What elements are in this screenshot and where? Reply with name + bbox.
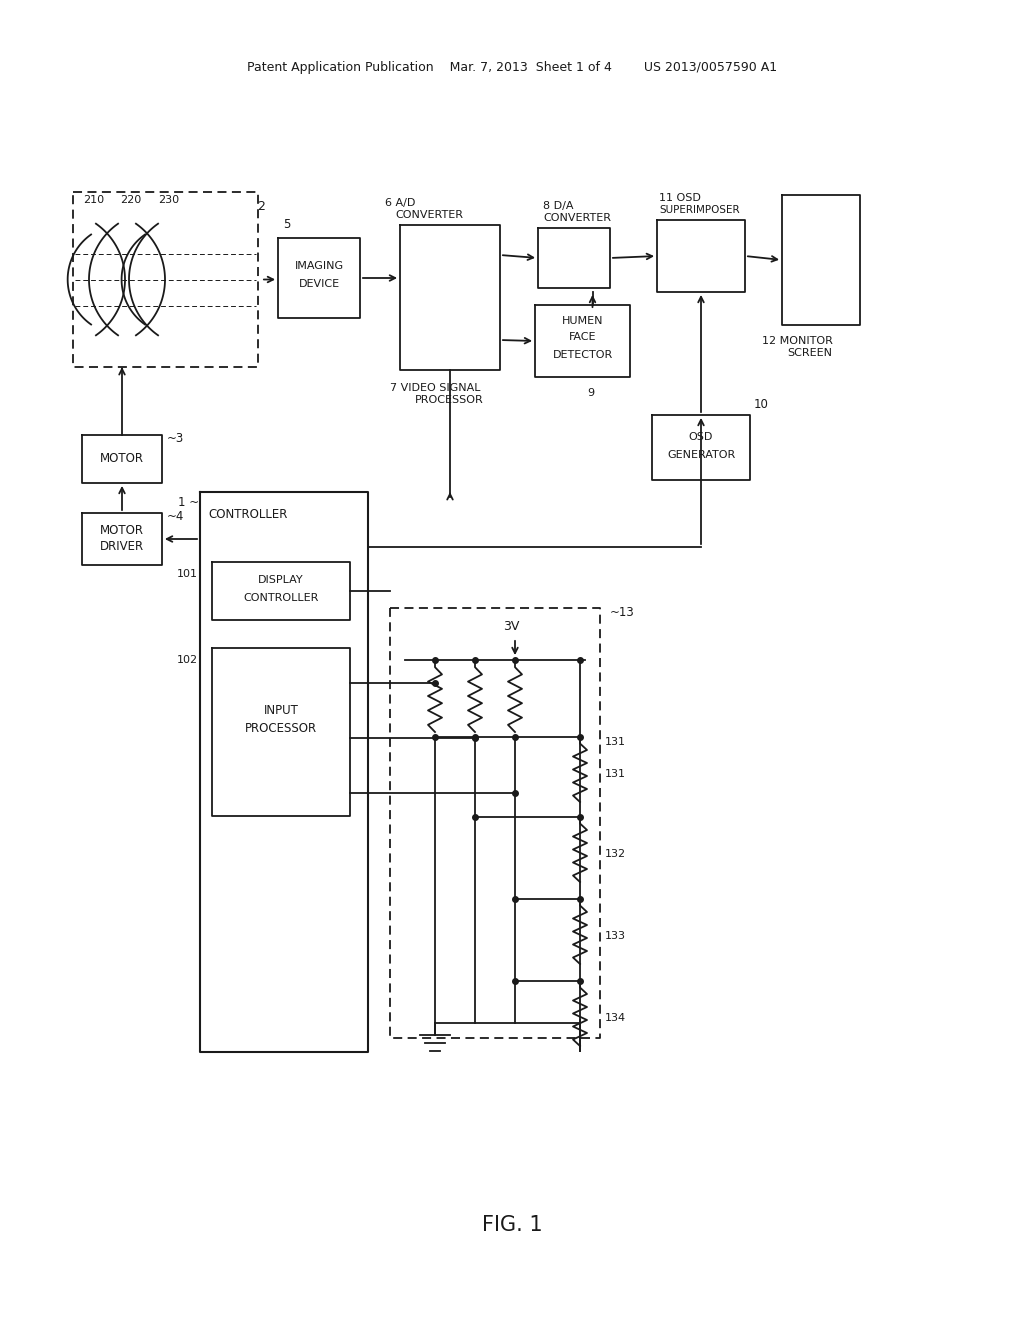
Text: 9: 9 [588,388,595,399]
Text: 134: 134 [605,1012,626,1023]
Text: CONVERTER: CONVERTER [543,213,611,223]
Text: 132: 132 [605,849,626,859]
Text: 2: 2 [257,201,265,214]
Text: CONTROLLER: CONTROLLER [208,507,288,520]
Text: 131: 131 [605,737,626,747]
Text: PROCESSOR: PROCESSOR [245,722,317,734]
Text: 131: 131 [605,770,626,779]
Text: 7 VIDEO SIGNAL: 7 VIDEO SIGNAL [390,383,480,393]
Text: SUPERIMPOSER: SUPERIMPOSER [659,205,739,215]
Text: INPUT: INPUT [263,704,298,717]
Text: 6 A/D: 6 A/D [385,198,416,209]
Text: ~3: ~3 [167,433,184,446]
Text: 210: 210 [83,195,104,205]
Text: 5: 5 [283,218,291,231]
Text: 11 OSD: 11 OSD [659,193,700,203]
Text: Patent Application Publication    Mar. 7, 2013  Sheet 1 of 4        US 2013/0057: Patent Application Publication Mar. 7, 2… [247,62,777,74]
Text: CONTROLLER: CONTROLLER [244,593,318,603]
Text: IMAGING: IMAGING [295,261,344,271]
Text: ~13: ~13 [610,606,635,619]
Text: OSD: OSD [689,432,713,442]
Text: 3V: 3V [503,619,519,632]
Text: 101: 101 [177,569,198,579]
Text: FIG. 1: FIG. 1 [481,1214,543,1236]
Text: 230: 230 [158,195,179,205]
Text: PROCESSOR: PROCESSOR [415,395,483,405]
Text: SCREEN: SCREEN [787,348,831,358]
Text: DEVICE: DEVICE [298,279,340,289]
Text: DRIVER: DRIVER [100,540,144,553]
Text: 8 D/A: 8 D/A [543,201,573,211]
Text: CONVERTER: CONVERTER [395,210,463,220]
Text: GENERATOR: GENERATOR [667,450,735,459]
Text: 220: 220 [120,195,141,205]
Text: HUMEN: HUMEN [562,315,603,326]
Text: 12 MONITOR: 12 MONITOR [762,337,833,346]
Text: FACE: FACE [568,333,596,342]
Text: 10: 10 [754,399,769,412]
Text: 102: 102 [177,655,198,665]
Text: 1 ~: 1 ~ [178,495,199,508]
Text: MOTOR: MOTOR [100,524,144,537]
Text: ~4: ~4 [167,511,184,524]
Text: 133: 133 [605,931,626,941]
Text: MOTOR: MOTOR [100,453,144,466]
Text: DISPLAY: DISPLAY [258,576,304,585]
Text: DETECTOR: DETECTOR [552,350,612,360]
